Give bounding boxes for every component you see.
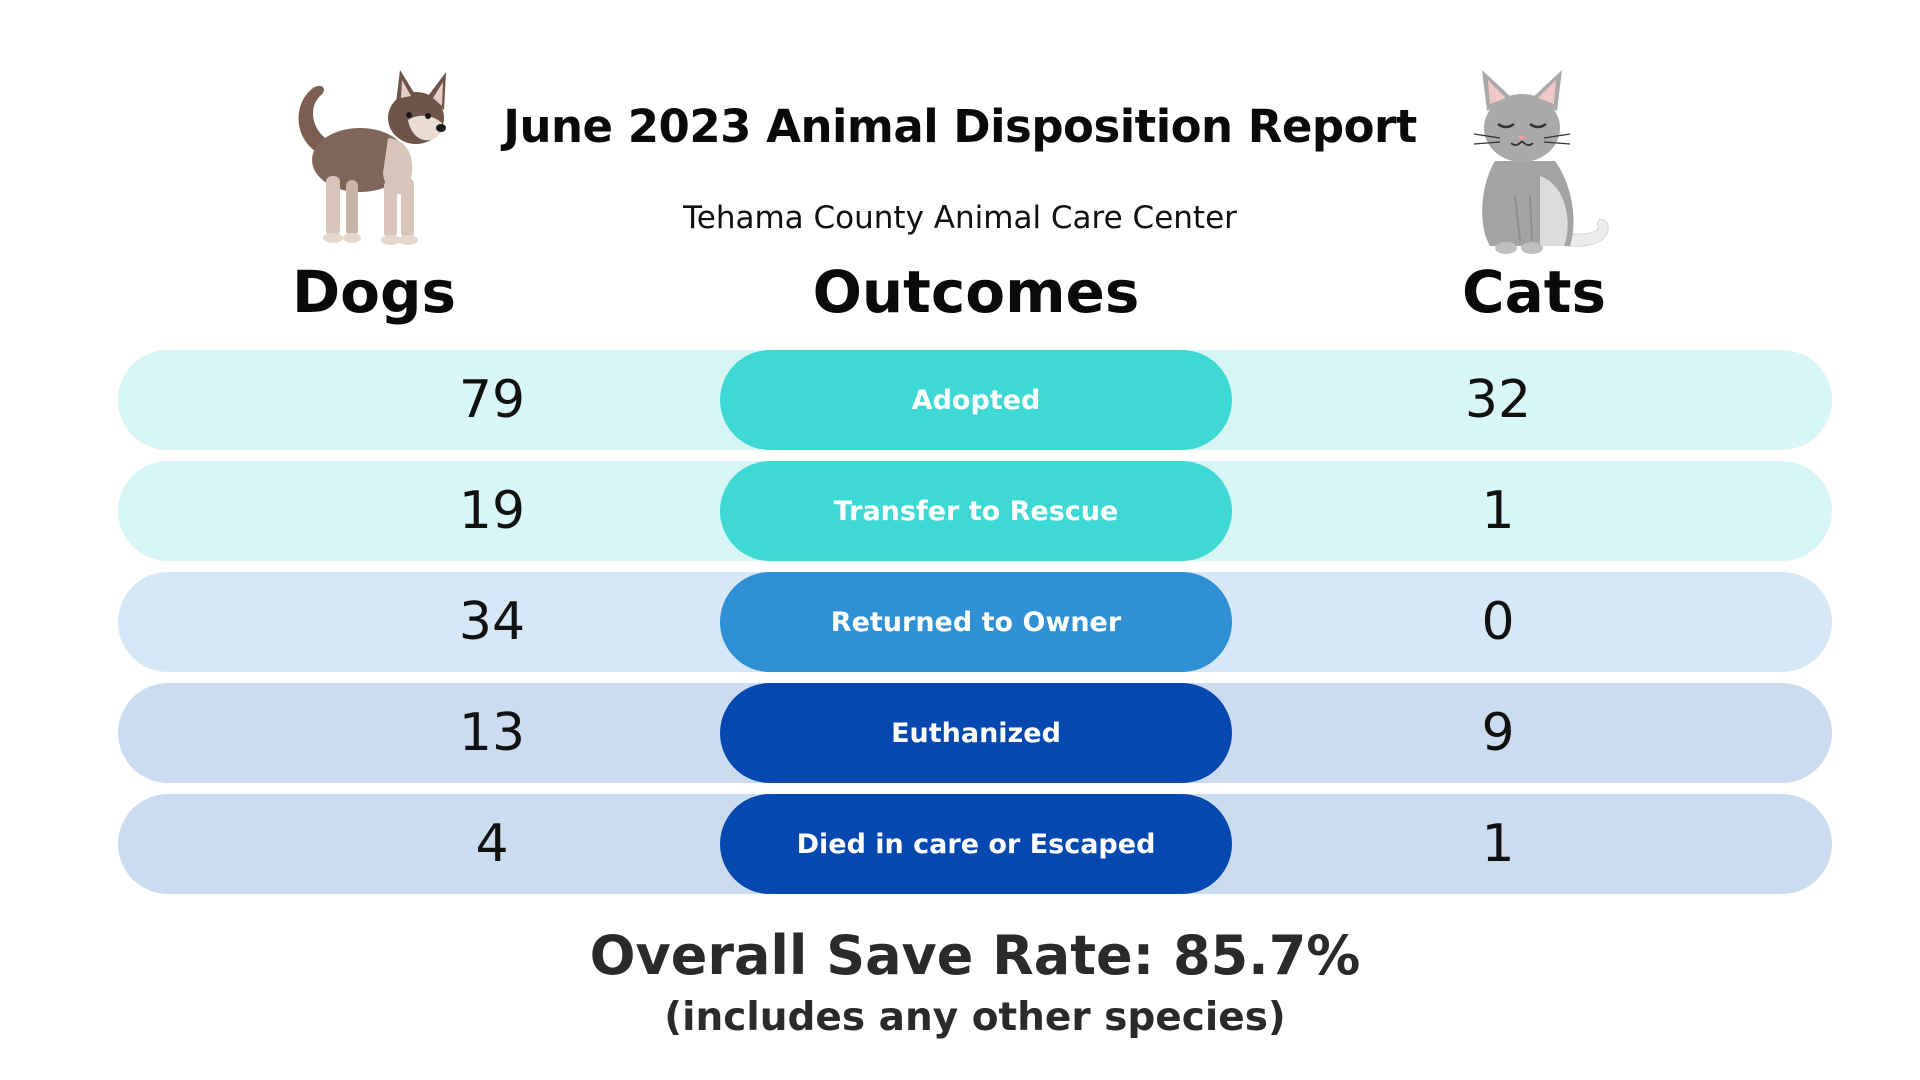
- outcome-pill: Adopted: [720, 350, 1232, 450]
- cats-count: 32: [1464, 370, 1532, 430]
- dogs-count: 13: [458, 703, 526, 763]
- dogs-column-header: Dogs: [291, 258, 457, 326]
- outcome-pill: Returned to Owner: [720, 572, 1232, 672]
- dogs-count: 4: [475, 814, 509, 874]
- report-title: June 2023 Animal Disposition Report: [503, 100, 1417, 153]
- outcome-row: 79 Adopted 32: [118, 350, 1832, 450]
- cats-count: 9: [1481, 703, 1515, 763]
- save-rate-note: (includes any other species): [664, 995, 1286, 1040]
- dog-illustration: [298, 70, 446, 245]
- save-rate: Overall Save Rate: 85.7%: [589, 924, 1361, 987]
- cat-illustration: [1473, 70, 1609, 254]
- outcome-row: 19 Transfer to Rescue 1: [118, 461, 1832, 561]
- outcome-row: 13 Euthanized 9: [118, 683, 1832, 783]
- outcomes-column-header: Outcomes: [812, 258, 1140, 326]
- dogs-count: 19: [458, 481, 526, 541]
- cats-count: 1: [1481, 481, 1515, 541]
- cats-count: 1: [1481, 814, 1515, 874]
- cats-column-header: Cats: [1462, 258, 1606, 326]
- dogs-count: 34: [458, 592, 526, 652]
- outcome-pill: Euthanized: [720, 683, 1232, 783]
- cats-count: 0: [1481, 592, 1515, 652]
- outcome-row: 4 Died in care or Escaped 1: [118, 794, 1832, 894]
- report-subtitle: Tehama County Animal Care Center: [683, 200, 1237, 236]
- outcome-row: 34 Returned to Owner 0: [118, 572, 1832, 672]
- dogs-count: 79: [458, 370, 526, 430]
- outcome-pill: Transfer to Rescue: [720, 461, 1232, 561]
- outcome-pill: Died in care or Escaped: [720, 794, 1232, 894]
